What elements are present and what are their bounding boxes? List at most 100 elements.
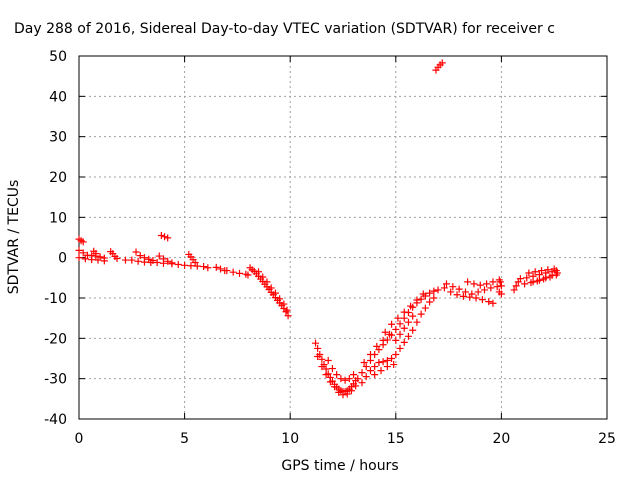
data-point <box>174 261 182 269</box>
data-point <box>181 261 189 269</box>
data-point <box>487 284 495 292</box>
x-tick-label: 15 <box>387 431 405 447</box>
data-point <box>324 357 332 365</box>
data-point <box>318 363 326 371</box>
data-point <box>193 262 201 270</box>
data-point <box>394 314 402 322</box>
data-point <box>379 336 387 344</box>
data-point <box>497 282 505 290</box>
data-point <box>339 391 347 399</box>
data-point <box>417 295 425 303</box>
data-point <box>314 344 322 352</box>
data-point <box>455 285 463 293</box>
data-point <box>459 292 467 300</box>
plot-frame <box>78 55 608 420</box>
data-point <box>409 312 417 320</box>
y-tick-label: 40 <box>49 89 67 105</box>
y-tick-label: -30 <box>44 372 67 388</box>
data-point <box>204 264 212 272</box>
data-point <box>426 289 434 297</box>
data-point <box>497 290 505 298</box>
data-point <box>481 286 489 294</box>
data-point <box>430 287 438 295</box>
chart-title: Day 288 of 2016, Sidereal Day-to-day VTE… <box>14 21 555 37</box>
data-point <box>191 259 199 267</box>
x-tick-label: 5 <box>180 431 189 447</box>
data-point <box>352 382 360 390</box>
data-point <box>510 286 518 294</box>
data-point <box>81 255 89 263</box>
data-point <box>223 267 231 275</box>
data-point <box>461 288 469 296</box>
data-point <box>132 248 140 256</box>
data-point <box>464 278 472 286</box>
data-point <box>388 320 396 328</box>
data-point <box>255 268 263 276</box>
data-point <box>409 326 417 334</box>
data-point <box>413 296 421 304</box>
x-tick-label: 20 <box>492 431 510 447</box>
data-point <box>88 256 96 264</box>
data-point <box>396 344 404 352</box>
data-point <box>531 268 539 276</box>
y-axis-label: SDTVAR / TECUs <box>6 180 22 295</box>
y-tick-label: -40 <box>44 412 67 428</box>
data-point <box>375 359 383 367</box>
y-tick-label: 30 <box>49 130 67 146</box>
data-point <box>381 328 389 336</box>
data-point <box>271 289 279 297</box>
data-point <box>512 282 520 290</box>
data-point <box>396 320 404 328</box>
data-point <box>79 238 87 246</box>
data-point <box>400 324 408 332</box>
data-point <box>100 257 108 265</box>
data-point <box>553 269 561 277</box>
data-point <box>121 256 129 264</box>
x-axis-ticks: 0 5 10 15 20 25 <box>75 56 616 447</box>
data-point <box>474 288 482 296</box>
x-tick-label: 10 <box>281 431 299 447</box>
data-point <box>282 308 290 316</box>
data-point <box>377 367 385 375</box>
data-point <box>343 390 351 398</box>
data-point <box>438 59 446 67</box>
data-point <box>149 256 157 264</box>
data-point <box>535 276 543 284</box>
data-point <box>379 358 387 366</box>
data-point <box>550 265 558 273</box>
data-point <box>350 371 358 379</box>
data-point <box>326 378 334 386</box>
data-point <box>335 388 343 396</box>
data-point <box>385 330 393 338</box>
grid <box>79 56 607 419</box>
data-point <box>525 269 533 277</box>
data-point <box>159 255 167 263</box>
data-point <box>236 269 244 277</box>
data-point <box>468 290 476 298</box>
data-point <box>267 284 275 292</box>
data-point <box>544 266 552 274</box>
data-point <box>157 231 165 239</box>
data-point <box>200 263 208 271</box>
data-point <box>358 379 366 387</box>
data-point <box>354 375 362 383</box>
data-point <box>396 330 404 338</box>
data-point <box>529 278 537 286</box>
data-point <box>331 383 339 391</box>
data-point <box>345 375 353 383</box>
data-point <box>128 256 136 264</box>
data-point <box>360 359 368 367</box>
data-point <box>358 369 366 377</box>
data-point <box>259 273 267 281</box>
data-point <box>161 233 169 241</box>
data-point <box>362 373 370 381</box>
data-point <box>276 295 284 303</box>
data-point <box>75 246 83 254</box>
data-point <box>371 371 379 379</box>
data-point <box>134 257 142 265</box>
data-point <box>489 299 497 307</box>
data-point <box>496 278 504 286</box>
data-point <box>347 387 355 395</box>
data-point <box>392 336 400 344</box>
data-point <box>280 300 288 308</box>
